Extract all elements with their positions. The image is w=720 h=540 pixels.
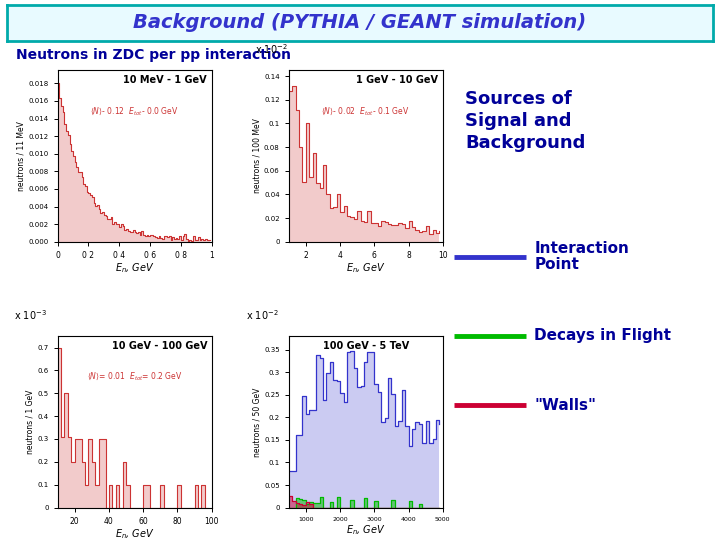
Text: Decays in Flight: Decays in Flight: [534, 328, 671, 343]
Text: $\langle N \rangle$- 0.12  $E_{tot}$- 0.0 GeV: $\langle N \rangle$- 0.12 $E_{tot}$- 0.0…: [90, 105, 179, 117]
Text: Background (PYTHIA / GEANT simulation): Background (PYTHIA / GEANT simulation): [133, 14, 587, 32]
Y-axis label: neutrons / 50 GeV: neutrons / 50 GeV: [252, 387, 261, 456]
Text: $\langle N \rangle$= 0.01  $E_{tot}$= 0.2 GeV: $\langle N \rangle$= 0.01 $E_{tot}$= 0.2…: [87, 370, 182, 382]
Text: "Walls": "Walls": [534, 398, 596, 413]
X-axis label: $E_n$, GeV: $E_n$, GeV: [114, 527, 155, 540]
Y-axis label: neutrons / 100 MeV: neutrons / 100 MeV: [252, 118, 261, 193]
Y-axis label: neutrons / 1 GeV: neutrons / 1 GeV: [25, 390, 35, 454]
Text: 10 GeV - 100 GeV: 10 GeV - 100 GeV: [112, 341, 207, 351]
Text: 1 GeV - 10 GeV: 1 GeV - 10 GeV: [356, 76, 438, 85]
Y-axis label: neutrons / 11 MeV: neutrons / 11 MeV: [17, 121, 25, 191]
Text: Sources of
Signal and
Background: Sources of Signal and Background: [465, 90, 585, 152]
Text: Interaction
Point: Interaction Point: [534, 241, 629, 272]
X-axis label: $E_n$, GeV: $E_n$, GeV: [346, 261, 386, 275]
Text: x 10$^{-2}$: x 10$^{-2}$: [255, 43, 287, 57]
Text: x 10$^{-3}$: x 10$^{-3}$: [14, 308, 48, 322]
X-axis label: $E_n$, GeV: $E_n$, GeV: [346, 523, 386, 537]
Text: 10 MeV - 1 GeV: 10 MeV - 1 GeV: [123, 76, 207, 85]
Text: 100 GeV - 5 TeV: 100 GeV - 5 TeV: [323, 341, 409, 351]
Text: x 10$^{-2}$: x 10$^{-2}$: [246, 308, 278, 322]
Text: $\langle N \rangle$- 0.02  $E_{tot}$- 0.1 GeV: $\langle N \rangle$- 0.02 $E_{tot}$- 0.1…: [321, 105, 410, 117]
Text: Neutrons in ZDC per pp interaction: Neutrons in ZDC per pp interaction: [16, 49, 291, 62]
X-axis label: $E_n$, GeV: $E_n$, GeV: [114, 261, 155, 275]
